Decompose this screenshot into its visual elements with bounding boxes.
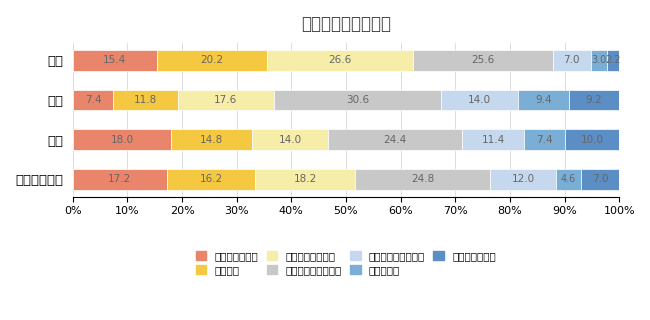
Text: 26.6: 26.6: [328, 55, 352, 65]
Title: 自動車保険料の低下: 自動車保険料の低下: [301, 15, 391, 33]
Text: 9.2: 9.2: [586, 95, 603, 105]
Text: 12.0: 12.0: [512, 174, 534, 184]
Text: 9.4: 9.4: [535, 95, 552, 105]
Text: 3.0: 3.0: [592, 55, 606, 65]
Text: 20.2: 20.2: [200, 55, 224, 65]
Bar: [73, 90, 113, 110]
Legend: 非常に期待する, 期待する, ある程度期待する, どちらとも言えない, それほど期待しない, 期待しない, 全く期待しない: 非常に期待する, 期待する, ある程度期待する, どちらとも言えない, それほど…: [196, 251, 496, 276]
Bar: [73, 129, 171, 150]
Bar: [517, 90, 569, 110]
Text: 24.4: 24.4: [384, 135, 407, 145]
Bar: [252, 129, 328, 150]
Text: 25.6: 25.6: [471, 55, 494, 65]
Bar: [166, 169, 255, 190]
Text: 2.2: 2.2: [605, 55, 621, 65]
Bar: [177, 90, 274, 110]
Text: 7.4: 7.4: [536, 135, 552, 145]
Bar: [113, 90, 177, 110]
Text: 7.0: 7.0: [592, 174, 608, 184]
Bar: [274, 90, 441, 110]
Bar: [552, 50, 591, 70]
Text: 14.8: 14.8: [200, 135, 223, 145]
Bar: [490, 169, 556, 190]
Bar: [607, 50, 619, 70]
Text: 18.0: 18.0: [111, 135, 133, 145]
Bar: [556, 169, 581, 190]
Text: 7.4: 7.4: [84, 95, 101, 105]
Bar: [73, 169, 166, 190]
Text: 17.6: 17.6: [214, 95, 237, 105]
Text: 24.8: 24.8: [411, 174, 434, 184]
Bar: [355, 169, 490, 190]
Text: 18.2: 18.2: [293, 174, 317, 184]
Bar: [328, 129, 462, 150]
Bar: [267, 50, 413, 70]
Bar: [565, 129, 619, 150]
Bar: [569, 90, 619, 110]
Bar: [524, 129, 565, 150]
Bar: [255, 169, 355, 190]
Text: 17.2: 17.2: [108, 174, 131, 184]
Bar: [157, 50, 267, 70]
Text: 14.0: 14.0: [468, 95, 491, 105]
Text: 7.0: 7.0: [564, 55, 580, 65]
Bar: [171, 129, 252, 150]
Text: 16.2: 16.2: [200, 174, 222, 184]
Bar: [591, 50, 607, 70]
Text: 11.4: 11.4: [482, 135, 504, 145]
Text: 11.8: 11.8: [134, 95, 157, 105]
Text: 15.4: 15.4: [103, 55, 127, 65]
Bar: [441, 90, 517, 110]
Text: 4.6: 4.6: [561, 174, 576, 184]
Bar: [413, 50, 552, 70]
Bar: [462, 129, 524, 150]
Text: 10.0: 10.0: [580, 135, 603, 145]
Text: 14.0: 14.0: [279, 135, 302, 145]
Bar: [581, 169, 619, 190]
Bar: [73, 50, 157, 70]
Text: 30.6: 30.6: [346, 95, 369, 105]
